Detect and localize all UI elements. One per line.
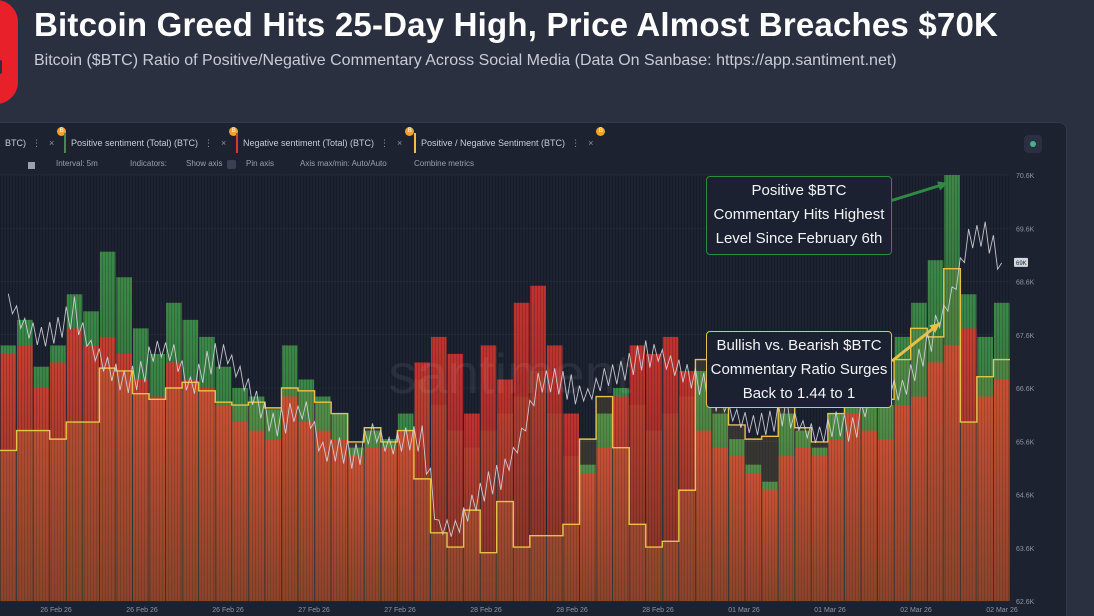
close-icon[interactable]: × [221, 138, 227, 148]
x-tick-label: 28 Feb 26 [642, 607, 674, 614]
logo-mark [0, 0, 18, 104]
chart-toolbar: Interval: 5m Indicators: Show axis Pin a… [0, 159, 600, 173]
checkbox-icon[interactable] [227, 160, 236, 169]
x-tick-label: 02 Mar 26 [986, 607, 1018, 614]
tab-label: Negative sentiment (Total) (BTC) [243, 138, 375, 148]
close-icon[interactable]: × [588, 138, 594, 148]
santiment-watermark: santiment [389, 342, 632, 405]
chart-panel: BTC) ⋮ × B Positive sentiment (Total) (B… [0, 122, 1067, 616]
tab-ratio-sentiment[interactable]: Positive / Negative Sentiment (BTC) ⋮ × … [414, 127, 606, 153]
y-tick-label: 63.6K [1016, 546, 1035, 553]
bitcoin-coin-icon: B [405, 127, 415, 136]
x-tick-label: 01 Mar 26 [728, 607, 760, 614]
tab-label: Positive sentiment (Total) (BTC) [71, 138, 199, 148]
price-tag [1014, 257, 1028, 267]
callout-line: Commentary Hits Highest [713, 206, 885, 223]
tab-positive-sentiment[interactable]: Positive sentiment (Total) (BTC) ⋮ × B [64, 127, 239, 153]
tab-label: BTC) [5, 138, 26, 148]
tab-label: Positive / Negative Sentiment (BTC) [421, 138, 566, 148]
y-tick-label: 62.6K [1016, 599, 1035, 606]
callout-line: Commentary Ratio Surges [710, 361, 888, 378]
x-tick-label: 28 Feb 26 [556, 607, 588, 614]
x-tick-label: 26 Feb 26 [126, 607, 158, 614]
y-tick-label: 67.6K [1016, 333, 1035, 340]
callout-line: Back to 1.44 to 1 [742, 385, 856, 402]
y-tick-label: 66.6K [1016, 386, 1035, 393]
y-tick-label: 65.6K [1016, 439, 1035, 446]
callout-line: Bullish vs. Bearish $BTC [716, 337, 882, 354]
arrow-to-ratio-peak [891, 321, 941, 363]
x-tick-label: 02 Mar 26 [900, 607, 932, 614]
price-tag-label: 69K [1016, 261, 1027, 267]
callout-line: Level Since February 6th [715, 230, 883, 247]
y-tick-label: 68.6K [1016, 280, 1035, 287]
tab-menu-icon[interactable]: ⋮ [32, 137, 41, 148]
bitcoin-coin-icon: B [229, 127, 239, 136]
page-title: Bitcoin Greed Hits 25-Day High, Price Al… [34, 6, 999, 43]
arrow-to-positive-peak [889, 181, 949, 203]
tab-menu-icon[interactable]: ⋮ [380, 137, 390, 148]
x-tick-label: 28 Feb 26 [470, 607, 502, 614]
close-icon[interactable]: × [49, 138, 55, 148]
y-tick-label: 64.6K [1016, 493, 1035, 500]
x-tick-label: 01 Mar 26 [814, 607, 846, 614]
callout-positive-high: Positive $BTC Commentary Hits Highest Le… [706, 176, 892, 255]
chart-settings-button[interactable] [1024, 135, 1042, 153]
ratio-area [0, 268, 1010, 601]
callout-ratio-surge: Bullish vs. Bearish $BTC Commentary Rati… [706, 331, 892, 408]
tab-negative-sentiment[interactable]: Negative sentiment (Total) (BTC) ⋮ × B [236, 127, 415, 153]
x-tick-label: 26 Feb 26 [212, 607, 244, 614]
combine-metrics-button[interactable]: Combine metrics [414, 159, 475, 168]
close-icon[interactable]: × [397, 138, 403, 148]
x-tick-label: 27 Feb 26 [384, 607, 416, 614]
sentiment-chart: santiment 70.6K 69.6K 68.6K 67.6K 66.6K 65.6K… [0, 173, 1035, 614]
axis-maxmin-select[interactable]: Axis max/min: Auto/Auto [300, 159, 387, 168]
tab-btc-price[interactable]: BTC) ⋮ × B [0, 127, 67, 153]
y-tick-label: 69.6K [1016, 226, 1035, 233]
pin-axis-toggle[interactable]: Pin axis [246, 159, 275, 168]
bitcoin-coin-icon: B [57, 127, 67, 136]
y-tick-label: 70.6K [1016, 173, 1035, 180]
tab-menu-icon[interactable]: ⋮ [204, 137, 214, 148]
interval-select[interactable]: Interval: 5m [56, 159, 98, 168]
bitcoin-coin-icon: B [596, 127, 606, 136]
callout-line: Positive $BTC [751, 182, 847, 199]
arrow-to-ratio-peak-head [929, 323, 940, 333]
price-line [7, 221, 1003, 537]
x-tick-label: 27 Feb 26 [298, 607, 330, 614]
arrow-to-positive-peak-head [937, 181, 948, 191]
x-tick-label: 26 Feb 26 [40, 607, 72, 614]
indicators-button[interactable]: Indicators: [130, 159, 167, 168]
chart-type-icon[interactable] [28, 162, 35, 169]
show-axis-toggle[interactable]: Show axis [186, 159, 223, 168]
page-subtitle: Bitcoin ($BTC) Ratio of Positive/Negativ… [34, 52, 897, 69]
tab-menu-icon[interactable]: ⋮ [571, 137, 581, 148]
